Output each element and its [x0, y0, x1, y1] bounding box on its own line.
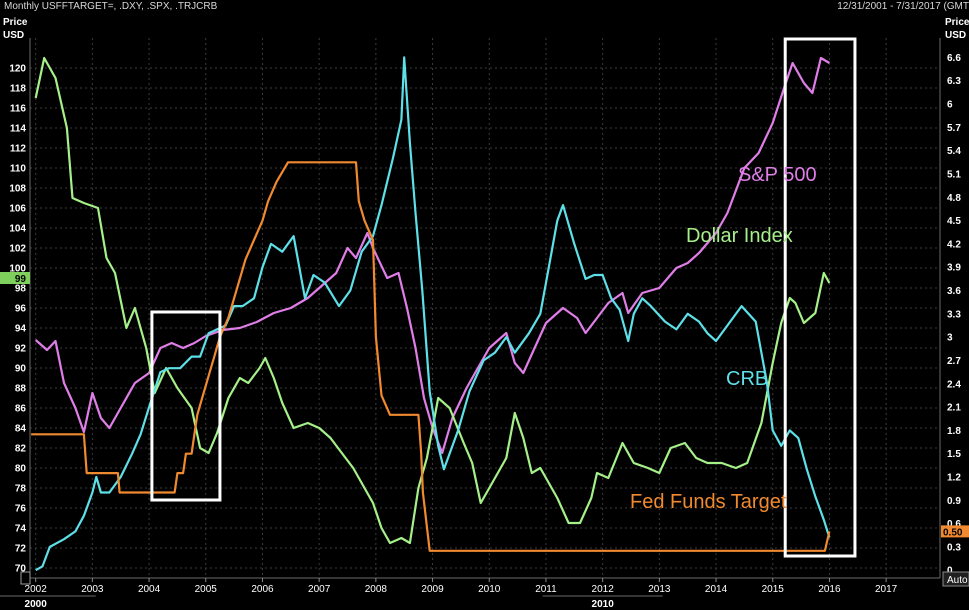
right-tick-label: 1.5 [947, 449, 961, 460]
annotation-layer: S&P 500 Dollar Index CRB Fed Funds Target [630, 164, 817, 513]
auto-button-label[interactable]: Auto [947, 575, 968, 586]
x-tick-label: 2002 [25, 584, 48, 595]
x-tick-label: 2014 [705, 584, 728, 595]
x-tick-label: 2017 [875, 584, 898, 595]
x-tick-label: 2003 [81, 584, 104, 595]
left-tick-label: 98 [15, 284, 27, 295]
x-tick-label: 2009 [421, 584, 444, 595]
left-tick-label: 90 [15, 364, 27, 375]
left-tick-label: 84 [15, 424, 27, 435]
date-range: 12/31/2001 - 7/31/2017 (GMT [837, 1, 969, 12]
left-tick-label: 100 [9, 264, 26, 275]
right-tick-label: 1.2 [947, 472, 961, 483]
right-tick-label: 5.1 [947, 169, 961, 180]
right-tick-label: 2.1 [947, 403, 961, 414]
x-tick-label: 2011 [535, 584, 557, 595]
series-annotation: Dollar Index [686, 225, 793, 247]
series-line-dollar-index [34, 56, 831, 545]
x-tick-label: 2016 [818, 584, 841, 595]
series-annotation: CRB [726, 368, 768, 390]
right-tick-label: 3.9 [947, 263, 961, 274]
right-tick-label: 3.6 [947, 286, 961, 297]
right-axis-label-price: Price [945, 17, 969, 28]
right-tick-label: 3 [947, 333, 953, 344]
right-tick-label: 0 [947, 566, 953, 577]
right-tick-label: 1.8 [947, 426, 961, 437]
highlight-box [783, 37, 857, 558]
value-tags: 990.50 [0, 272, 969, 538]
auto-scale-button[interactable]: Auto [942, 571, 969, 587]
axis-frame [29, 38, 941, 579]
right-tick-label: 6.6 [947, 53, 961, 64]
left-tick-label: 116 [10, 104, 27, 115]
left-tick-label: 94 [15, 324, 27, 335]
right-tick-label: 4.8 [947, 193, 961, 204]
x-tick-label: 2006 [251, 584, 274, 595]
series-annotation: S&P 500 [738, 164, 817, 186]
x-tick-label: 2008 [365, 584, 388, 595]
right-axis: Price USD 0 0.3 0.6 0.9 1.2 1.5 1.8 2.1 2.4 2.7 3 3… [945, 17, 969, 577]
left-tick-label: 104 [9, 224, 26, 235]
highlight-boxes [150, 37, 857, 558]
left-tick-label: 92 [15, 344, 27, 355]
chart-title: Monthly USFFTARGET=, .DXY, .SPX, .TRJCRB [4, 1, 218, 12]
series-line-crb [35, 56, 831, 572]
right-tick-label: 0.6 [947, 519, 961, 530]
left-tick-label: 72 [15, 544, 27, 555]
right-tick-label: 4.2 [947, 239, 961, 250]
left-tick-label: 102 [9, 244, 26, 255]
left-tick-label: 120 [9, 64, 26, 75]
right-tick-label: 3.3 [947, 309, 961, 320]
left-tick-label: 110 [10, 164, 27, 175]
x-tick-label: 2010 [478, 584, 501, 595]
left-tick-label: 76 [15, 504, 27, 515]
left-axis-label-price: Price [3, 17, 28, 28]
right-axis-label-usd: USD [945, 30, 966, 41]
left-tick-label: 86 [15, 404, 27, 415]
right-value-tag [941, 525, 969, 538]
right-tick-label: 5.7 [947, 123, 961, 134]
x-tick-label: 2007 [308, 584, 331, 595]
series-annotation: Fed Funds Target [630, 491, 787, 513]
x-axis: 2002 2003 2004 2005 2006 2007 2008 2009 2010 2011… [0, 578, 898, 610]
left-tick-label: 118 [10, 84, 27, 95]
x-tick-label: 2015 [762, 584, 785, 595]
left-tick-label: 96 [15, 304, 27, 315]
right-tick-label: 2.4 [947, 379, 961, 390]
left-tick-label: 106 [9, 204, 26, 215]
right-tick-label: 0.3 [947, 542, 961, 553]
left-tick-label: 74 [15, 524, 27, 535]
left-tick-label: 82 [15, 444, 27, 455]
decade-label: 2010 [592, 599, 615, 610]
left-tick-label: 108 [9, 184, 26, 195]
left-axis: Price USD 70 72 74 76 78 80 82 84 86 88 90 92 94 96 98… [3, 17, 28, 575]
left-value-tag-label: 99 [15, 274, 27, 285]
left-tick-label: 114 [10, 124, 27, 135]
left-tick-label: 80 [15, 464, 27, 475]
x-tick-label: 2004 [138, 584, 161, 595]
right-tick-label: 5.4 [947, 146, 961, 157]
decade-label: 2000 [25, 599, 48, 610]
left-tick-label: 70 [15, 564, 27, 575]
right-value-tag-label: 0.50 [943, 527, 963, 538]
x-tick-label: 2005 [195, 584, 218, 595]
x-tick-label: 2013 [648, 584, 671, 595]
series-line-fed-funds-target [31, 161, 831, 552]
highlight-box [150, 310, 222, 502]
left-zero-tag [20, 571, 31, 585]
left-axis-label-usd: USD [3, 30, 24, 41]
left-tick-label: 88 [15, 384, 27, 395]
left-tick-label: 112 [10, 144, 27, 155]
right-tick-label: 4.5 [947, 216, 961, 227]
right-tick-label: 2.7 [947, 356, 961, 367]
right-tick-label: 0.9 [947, 496, 961, 507]
right-tick-label: 6 [947, 100, 953, 111]
left-value-tag [0, 272, 30, 284]
right-tick-label: 6.3 [947, 76, 961, 87]
x-tick-label: 2012 [592, 584, 615, 595]
left-tick-label: 78 [15, 484, 27, 495]
